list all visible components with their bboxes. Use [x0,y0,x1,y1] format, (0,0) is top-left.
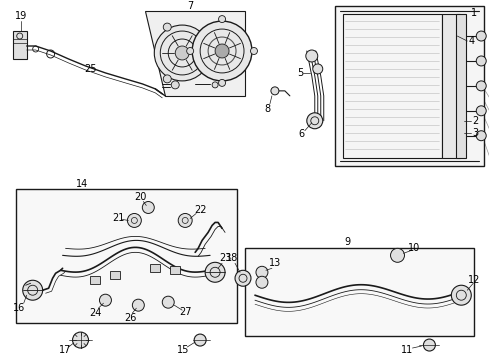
Circle shape [73,332,89,348]
Circle shape [391,248,404,262]
Text: 6: 6 [299,129,305,139]
Text: 11: 11 [401,345,414,355]
Text: 13: 13 [269,258,281,268]
Circle shape [99,294,111,306]
Text: 22: 22 [194,206,206,216]
Circle shape [163,23,171,31]
Text: 15: 15 [177,345,190,355]
Circle shape [271,87,279,95]
Circle shape [476,131,486,141]
Circle shape [208,49,216,57]
Polygon shape [146,11,245,96]
Text: 26: 26 [124,313,137,323]
Text: 9: 9 [344,237,351,247]
Circle shape [476,81,486,91]
Bar [170,266,180,274]
Text: 8: 8 [265,104,271,114]
Bar [245,248,474,336]
Text: 2: 2 [472,116,478,126]
Circle shape [212,82,218,88]
Text: 7: 7 [187,1,193,11]
Bar [343,14,442,158]
Circle shape [423,339,436,351]
Bar [442,14,460,158]
Circle shape [476,56,486,66]
Text: 5: 5 [297,68,303,78]
Circle shape [127,213,141,228]
Text: 24: 24 [89,308,101,318]
Circle shape [476,31,486,41]
Text: 23: 23 [219,253,231,263]
Circle shape [451,285,471,305]
Circle shape [171,81,179,89]
Circle shape [205,262,225,282]
Circle shape [250,48,257,54]
Bar [150,264,160,272]
Text: 3: 3 [472,128,478,138]
Text: 17: 17 [59,345,72,355]
Text: 14: 14 [76,179,89,189]
Circle shape [154,25,210,81]
Bar [16,189,237,323]
Text: 19: 19 [15,11,27,21]
Text: 1: 1 [471,8,477,18]
Circle shape [162,296,174,308]
Circle shape [175,46,189,60]
Circle shape [219,80,225,86]
Text: 27: 27 [179,307,192,317]
Circle shape [163,75,171,83]
Circle shape [23,280,43,300]
Circle shape [142,202,154,213]
Bar [335,6,484,166]
Circle shape [235,270,251,286]
Text: 18: 18 [226,253,238,263]
Text: 10: 10 [408,243,420,253]
Text: 25: 25 [84,64,97,74]
Bar [13,31,26,59]
Text: 20: 20 [134,192,147,202]
Circle shape [219,15,225,23]
Text: 4: 4 [468,36,474,46]
Bar [456,14,466,158]
Circle shape [132,299,145,311]
Circle shape [313,64,323,74]
Text: 21: 21 [112,213,124,224]
Circle shape [187,48,194,54]
Circle shape [256,276,268,288]
Text: 16: 16 [13,303,25,313]
Circle shape [256,266,268,278]
Bar [91,276,100,284]
Circle shape [307,113,323,129]
Bar [110,271,121,279]
Text: 12: 12 [468,275,481,285]
Circle shape [194,334,206,346]
Circle shape [215,44,229,58]
Circle shape [306,50,318,62]
Circle shape [192,21,252,81]
Circle shape [476,106,486,116]
Circle shape [178,213,192,228]
